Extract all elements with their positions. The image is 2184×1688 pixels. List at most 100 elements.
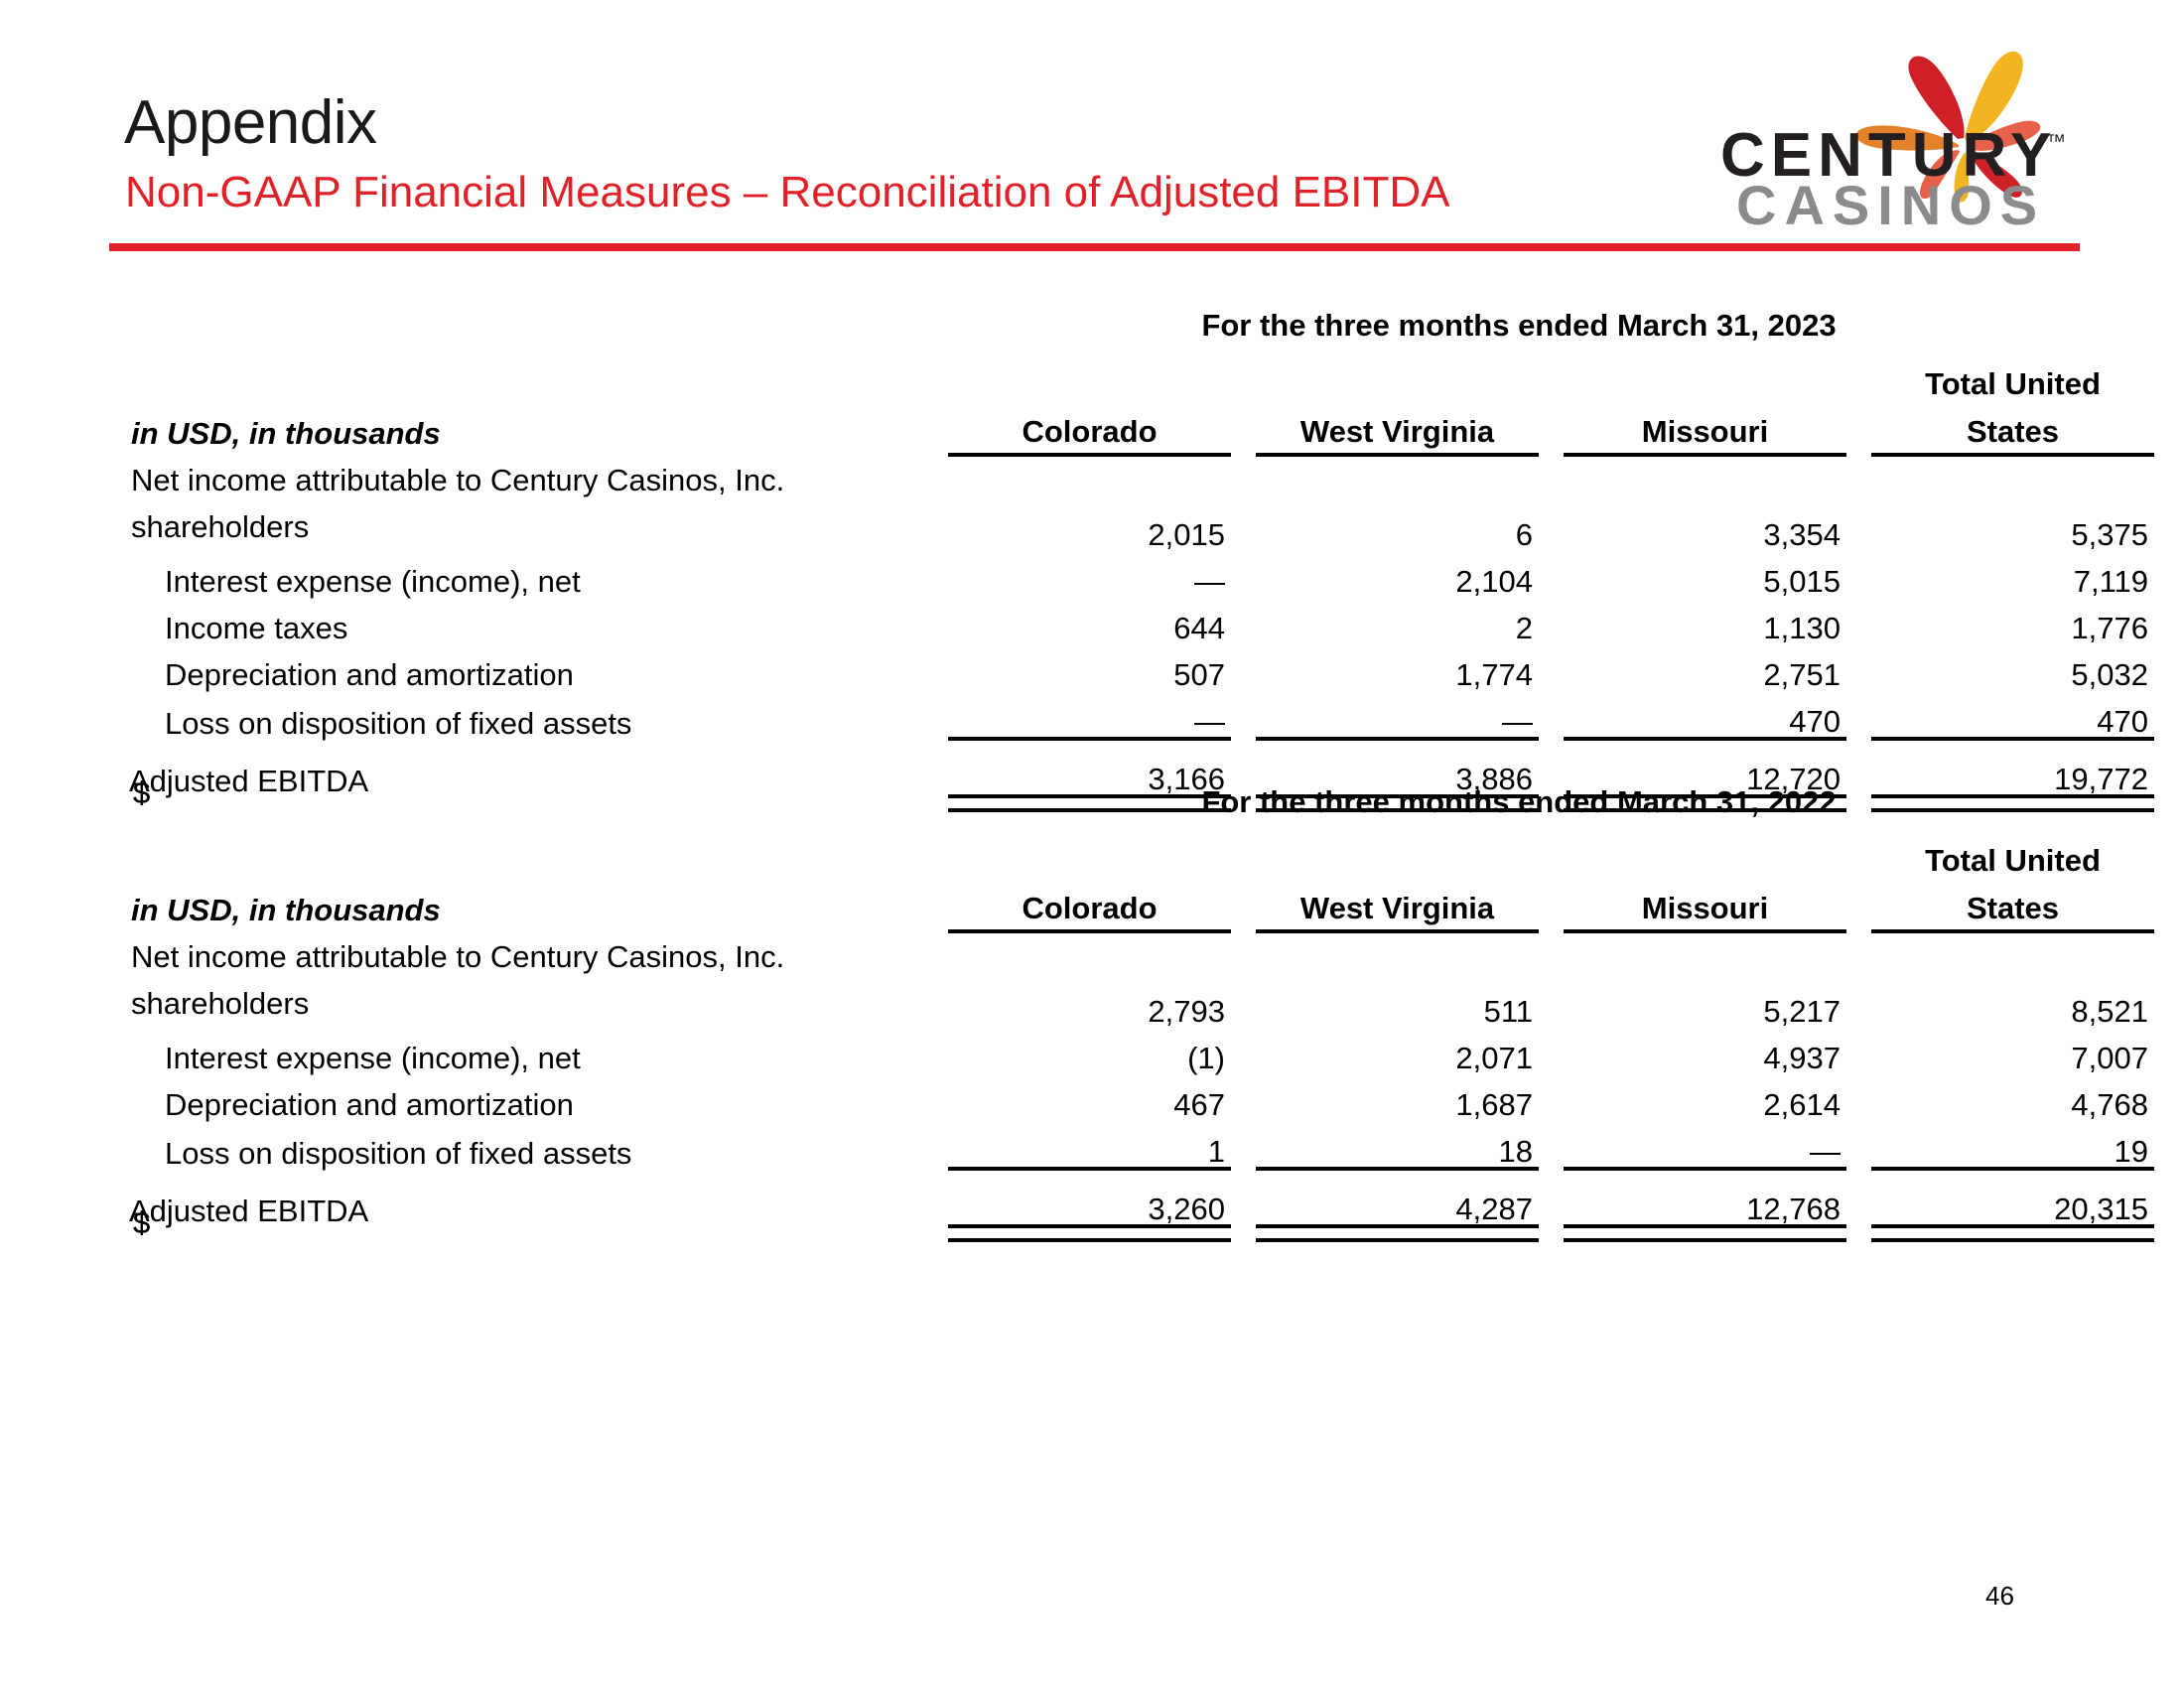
table-row: Net income attributable to Century Casin… [129,455,2154,550]
cell-value: 470 [1789,704,1841,739]
period-title-2022: For the three months ended March 31, 202… [1201,784,1837,819]
cell-value: 7,119 [2073,564,2148,599]
row-label-line2: shareholders [131,986,310,1021]
svg-text:CENTURY: CENTURY [1720,121,2057,190]
column-header-row: in USD, in thousands Colorado West Virgi… [129,878,2154,933]
ebitda-table-2023: Total United in USD, in thousands Colora… [129,308,2154,812]
table-row: Income taxes 644 2 1,130 1,776 [129,597,2154,643]
row-label-loss-disposition: Loss on disposition of fixed assets [165,706,632,741]
cell-value: 511 [1483,994,1533,1029]
total-cell-west-virginia: $4,287 [133,1167,1539,1238]
cell-value: — [1194,704,1225,739]
table-row: Net income attributable to Century Casin… [129,931,2154,1027]
table-row: Loss on disposition of fixed assets — — … [129,690,2154,739]
row-label-interest-expense: Interest expense (income), net [165,1041,581,1075]
slide-header: Appendix Non-GAAP Financial Measures – R… [0,0,2184,258]
col-top-colorado [948,357,1231,401]
total-value: 4,287 [1455,1192,1533,1226]
column-header-west-virginia: West Virginia [1256,401,1539,457]
total-cell-west-virginia: $3,886 [133,737,1539,808]
total-cell-colorado: $3,166 [133,737,1231,808]
column-header-missouri: Missouri [1564,878,1846,933]
table-row: Loss on disposition of fixed assets 1 18… [129,1120,2154,1169]
currency-symbol: $ [133,775,151,810]
row-label-depreciation: Depreciation and amortization [165,657,574,692]
century-casinos-logo: CENTURY ™ CASINOS [1710,12,2088,232]
cell-value: 2,793 [1148,994,1225,1029]
total-value: 12,768 [1746,1192,1841,1226]
header-divider-rule [109,243,2080,251]
cell-value: 2,015 [1148,517,1225,552]
page-number: 46 [1985,1581,2014,1611]
cell-value: 1,774 [1455,657,1533,692]
currency-symbol: $ [133,775,151,810]
cell-value: 5,375 [2071,517,2148,552]
column-header-total-us: States [1871,401,2154,457]
total-value: 12,720 [1746,762,1841,796]
logo-wordmark-casinos: CASINOS [1736,174,2037,232]
total-value: 3,886 [1455,762,1533,796]
logo-svg: CENTURY ™ CASINOS [1720,51,2066,232]
cell-value: 2,614 [1763,1087,1841,1122]
cell-value: 6 [1515,517,1533,552]
ebitda-table-2022: Total United in USD, in thousands Colora… [129,784,2154,1242]
cell-value: — [1810,1134,1841,1169]
col-top-missouri [1564,834,1846,878]
cell-value: 18 [1498,1134,1533,1169]
period-title-2023: For the three months ended March 31, 202… [1201,308,1837,343]
total-value: 3,166 [1148,762,1225,796]
col-top-total-us: Total United [1925,366,2101,401]
col-top-west-virginia [1256,834,1539,878]
currency-symbol: $ [133,1205,151,1240]
cell-value: 467 [1173,1087,1225,1122]
col-top-total-us: Total United [1925,843,2101,878]
cell-value: (1) [1187,1041,1225,1075]
row-label-depreciation: Depreciation and amortization [165,1087,574,1122]
total-cell-missouri: $12,720 [133,737,1846,808]
total-cell-total-us: $19,772 [133,737,2154,808]
cell-value: 1,130 [1763,611,1841,645]
unit-label: in USD, in thousands [131,416,441,451]
row-label-loss-disposition: Loss on disposition of fixed assets [165,1136,632,1171]
page-title: Appendix [124,88,377,157]
row-label-net-income: Net income attributable to Century Casin… [129,455,948,550]
column-header-missouri: Missouri [1564,401,1846,457]
row-label-adjusted-ebitda: Adjusted EBITDA [129,1194,369,1228]
logo-starburst-icon [1855,51,2041,203]
currency-symbol: $ [133,775,151,810]
page-subtitle: Non-GAAP Financial Measures – Reconcilia… [125,168,1450,216]
row-label-line1: Net income attributable to Century Casin… [131,463,785,497]
total-value: 3,260 [1148,1192,1225,1226]
cell-value: 19 [2114,1134,2148,1169]
row-label-line1: Net income attributable to Century Casin… [131,939,785,974]
total-double-underline [129,1224,2154,1242]
cell-value: 2,104 [1455,564,1533,599]
row-label-interest-expense: Interest expense (income), net [165,564,581,599]
col-top-west-virginia [1256,357,1539,401]
cell-value: 507 [1173,657,1225,692]
unit-label: in USD, in thousands [131,893,441,927]
svg-text:™: ™ [2046,131,2066,153]
cell-value: 5,032 [2071,657,2148,692]
column-header-row: in USD, in thousands Colorado West Virgi… [129,401,2154,457]
cell-value: 470 [2097,704,2148,739]
header-spacer [129,834,948,878]
table-row: Depreciation and amortization 507 1,774 … [129,643,2154,690]
cell-value: 2 [1515,611,1533,645]
table-row: Interest expense (income), net (1) 2,071… [129,1027,2154,1073]
table-total-row: Adjusted EBITDA $3,166 $3,886 $12,720 $1… [129,737,2154,808]
currency-symbol: $ [133,1205,151,1240]
column-header-colorado: Colorado [948,878,1231,933]
total-cell-colorado: $3,260 [133,1167,1231,1238]
cell-value: 8,521 [2071,994,2148,1029]
cell-value: 644 [1173,611,1225,645]
currency-symbol: $ [133,775,151,810]
total-double-underline [129,794,2154,812]
cell-value: 1,687 [1455,1087,1533,1122]
column-header-west-virginia: West Virginia [1256,878,1539,933]
col-top-missouri [1564,357,1846,401]
cell-value: 1,776 [2071,611,2148,645]
cell-value: 5,217 [1763,994,1841,1029]
row-label-adjusted-ebitda: Adjusted EBITDA [129,764,369,798]
